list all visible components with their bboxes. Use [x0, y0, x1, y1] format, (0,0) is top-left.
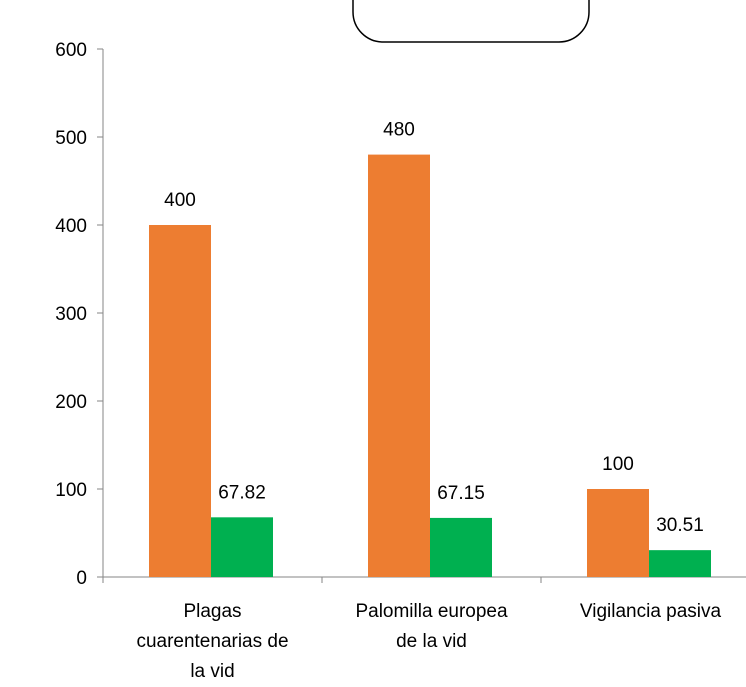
bar — [149, 225, 211, 577]
y-tick-label: 0 — [76, 568, 87, 589]
y-tick-label: 400 — [55, 216, 87, 237]
y-tick-label: 200 — [55, 392, 87, 413]
data-label: 100 — [602, 454, 634, 475]
bar — [587, 489, 649, 577]
category-label: cuarentenarias de — [136, 631, 288, 652]
data-label: 67.15 — [437, 483, 485, 504]
category-label: Plagas — [183, 601, 241, 622]
data-label: 480 — [383, 120, 415, 141]
y-tick-label: 500 — [55, 128, 87, 149]
top-box-outline — [352, 0, 590, 43]
bars — [149, 154, 711, 577]
category-label: Palomilla europea — [355, 601, 508, 622]
bar — [368, 154, 430, 577]
data-label: 67.82 — [218, 482, 266, 503]
data-labels: 400 67.82 480 67.15 100 30.51 — [164, 120, 704, 537]
y-axis: 0 100 200 300 400 500 600 — [55, 40, 104, 589]
category-label: de la vid — [396, 631, 467, 652]
y-tick-label: 100 — [55, 480, 87, 501]
category-labels: Plagas cuarentenarias de la vid Palomilla e… — [136, 601, 721, 682]
bar — [649, 550, 711, 577]
data-label: 400 — [164, 190, 196, 211]
data-label: 30.51 — [656, 515, 704, 536]
x-axis — [102, 576, 746, 583]
y-tick-label: 600 — [55, 40, 87, 61]
bar — [430, 517, 492, 577]
y-tick-label: 300 — [55, 304, 87, 325]
category-label: la vid — [190, 661, 234, 682]
bar — [211, 517, 273, 577]
category-label: Vigilancia pasiva — [580, 601, 722, 622]
